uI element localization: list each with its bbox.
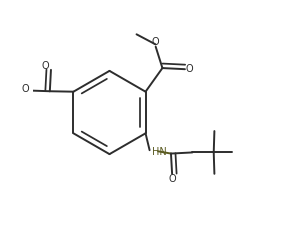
Text: O: O (22, 84, 29, 94)
Text: O: O (152, 37, 159, 47)
Text: O: O (168, 174, 176, 184)
Text: O: O (186, 64, 193, 74)
Text: O: O (42, 61, 49, 71)
Text: HN: HN (152, 147, 167, 157)
